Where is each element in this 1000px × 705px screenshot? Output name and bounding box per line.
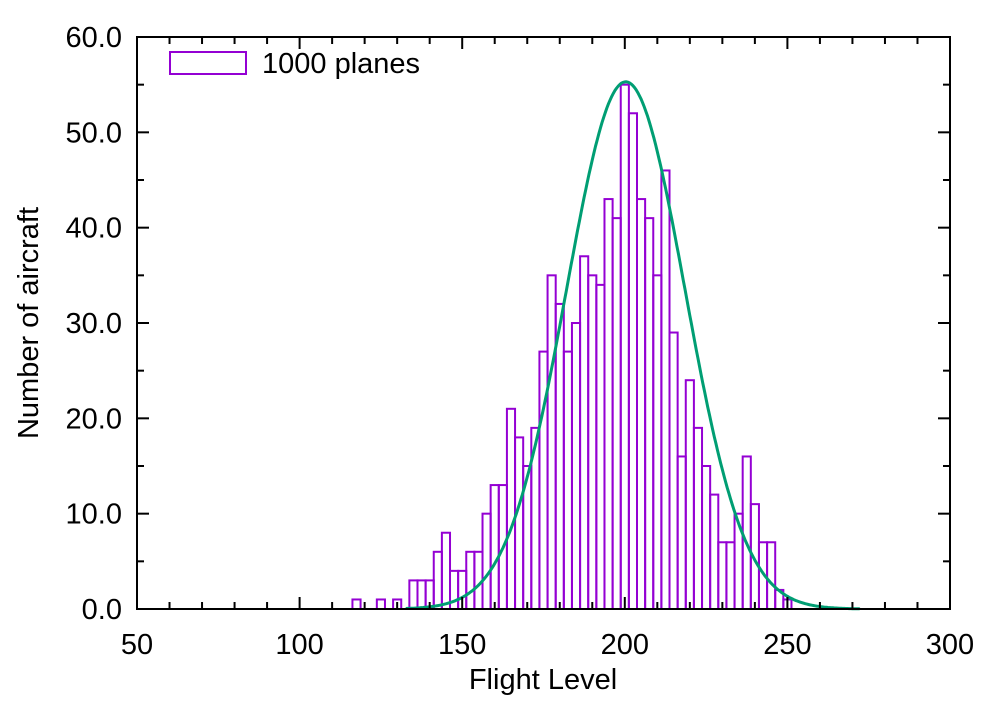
y-tick-label: 50.0 bbox=[66, 117, 122, 149]
histogram-bar bbox=[692, 426, 704, 610]
x-tick-label: 200 bbox=[601, 629, 649, 661]
fit-curve-layer bbox=[405, 80, 861, 611]
histogram-bar bbox=[684, 379, 695, 611]
histogram-bar bbox=[676, 455, 687, 610]
x-tick-label: 100 bbox=[275, 629, 323, 661]
bell-curve bbox=[405, 80, 861, 611]
histogram-bar bbox=[554, 302, 565, 610]
histogram-bar bbox=[619, 83, 630, 611]
y-tick-label: 20.0 bbox=[66, 403, 122, 435]
histogram-bar bbox=[489, 484, 500, 611]
x-tick-label: 250 bbox=[763, 629, 811, 661]
histogram-bar bbox=[481, 512, 492, 610]
y-tick-label: 10.0 bbox=[66, 499, 122, 531]
histogram-bar bbox=[587, 274, 598, 610]
histogram-bar bbox=[562, 350, 573, 610]
legend-label: 1000 planes bbox=[262, 48, 420, 80]
histogram-bar bbox=[603, 198, 614, 610]
x-tick-label: 150 bbox=[438, 629, 486, 661]
histogram-bar bbox=[375, 598, 386, 610]
y-tick-label: 60.0 bbox=[66, 22, 122, 54]
plot-border bbox=[136, 36, 951, 610]
histogram-bar bbox=[660, 169, 671, 610]
histogram-bar bbox=[725, 541, 736, 611]
histogram-bars-layer bbox=[351, 83, 793, 611]
tick-labels-layer: 50 100 150 200 250 300 0.0 10.0 20.0 30.0 40.0 50.0… bbox=[66, 22, 975, 661]
histogram-bar bbox=[652, 274, 663, 610]
histogram-bar bbox=[709, 493, 720, 611]
y-tick-label: 0.0 bbox=[82, 594, 122, 626]
histogram-bar bbox=[717, 541, 728, 611]
histogram-bar bbox=[514, 436, 525, 610]
histogram-bar bbox=[668, 331, 679, 610]
histogram-bar bbox=[766, 541, 777, 611]
x-axis-label: Flight Level bbox=[469, 664, 617, 696]
histogram-bar bbox=[546, 274, 557, 610]
histogram-bar bbox=[701, 465, 712, 610]
y-axis-label: Number of aircraft bbox=[13, 207, 45, 439]
histogram-bar bbox=[627, 112, 638, 611]
histogram-bar bbox=[505, 407, 517, 610]
x-tick-label: 300 bbox=[926, 629, 974, 661]
histogram-bar bbox=[611, 217, 622, 610]
histogram-bar bbox=[416, 579, 427, 611]
histogram-bar bbox=[595, 283, 606, 610]
legend-swatch-box bbox=[169, 51, 247, 75]
histogram-bar bbox=[408, 579, 419, 611]
histogram-bar bbox=[432, 550, 443, 610]
axis-ticks-layer bbox=[136, 36, 951, 610]
histogram-bar bbox=[644, 217, 655, 610]
x-tick-label: 50 bbox=[121, 629, 153, 661]
y-tick-label: 40.0 bbox=[66, 213, 122, 245]
histogram-bar bbox=[579, 255, 590, 610]
histogram-bar bbox=[465, 550, 476, 610]
histogram-bar bbox=[440, 531, 452, 610]
y-tick-label: 30.0 bbox=[66, 308, 122, 340]
legend: 1000 planes bbox=[169, 48, 420, 80]
histogram-bar bbox=[570, 322, 582, 610]
histogram-bar bbox=[741, 455, 752, 610]
histogram-bar bbox=[636, 198, 647, 610]
histogram-bar bbox=[351, 598, 362, 610]
